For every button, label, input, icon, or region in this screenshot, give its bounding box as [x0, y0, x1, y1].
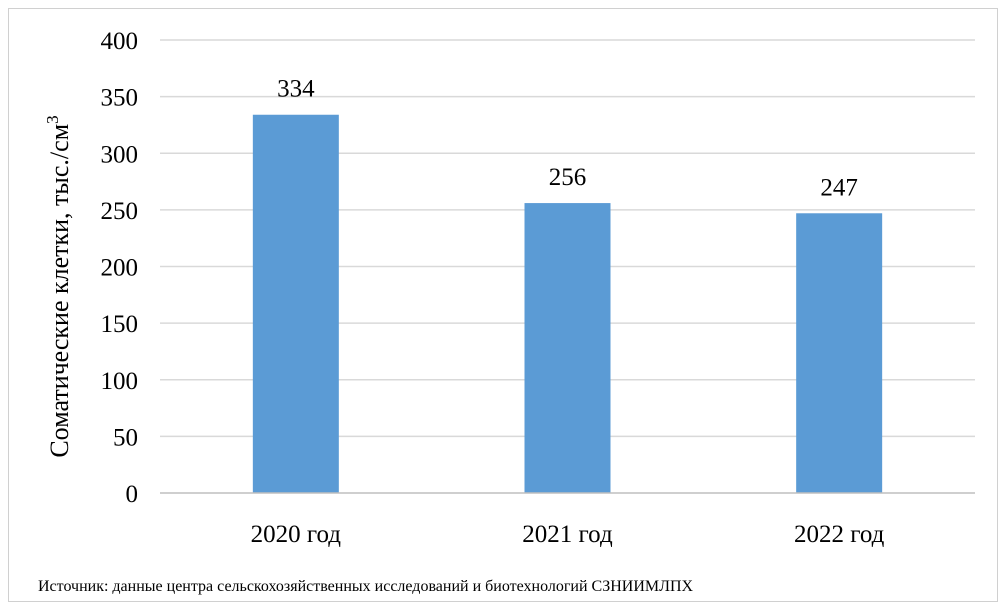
y-axis-title-text: Соматические клетки, тыс./см [45, 124, 74, 458]
bar [252, 114, 339, 494]
y-tick-label: 50 [113, 424, 138, 451]
data-label: 334 [277, 76, 315, 103]
y-tick-label: 0 [126, 481, 139, 508]
y-tick-label: 150 [101, 311, 139, 338]
x-axis-categories: 2020 год 2021 год 2022 год [251, 521, 885, 548]
y-tick-label: 400 [101, 28, 139, 55]
y-axis-title-superscript: 3 [43, 115, 62, 124]
data-labels: 334 256 247 [277, 76, 858, 202]
y-axis-ticks: 0 50 100 150 200 250 300 350 400 [101, 28, 139, 508]
y-tick-label: 250 [101, 198, 139, 225]
chart-frame [8, 8, 998, 602]
y-tick-label: 200 [101, 255, 139, 282]
source-note: Источник: данные центра сельскохозяйстве… [38, 578, 694, 595]
y-tick-label: 300 [101, 141, 139, 168]
y-tick-label: 100 [101, 368, 139, 395]
y-axis-title: Соматические клетки, тыс./см3 [43, 115, 74, 457]
bar [796, 213, 883, 493]
x-category-label: 2022 год [794, 521, 885, 548]
x-category-label: 2021 год [522, 521, 613, 548]
x-category-label: 2020 год [251, 521, 342, 548]
bars [252, 114, 883, 494]
data-label: 247 [820, 174, 858, 201]
data-label: 256 [549, 164, 587, 191]
y-tick-label: 350 [101, 85, 139, 112]
bar [524, 203, 611, 493]
